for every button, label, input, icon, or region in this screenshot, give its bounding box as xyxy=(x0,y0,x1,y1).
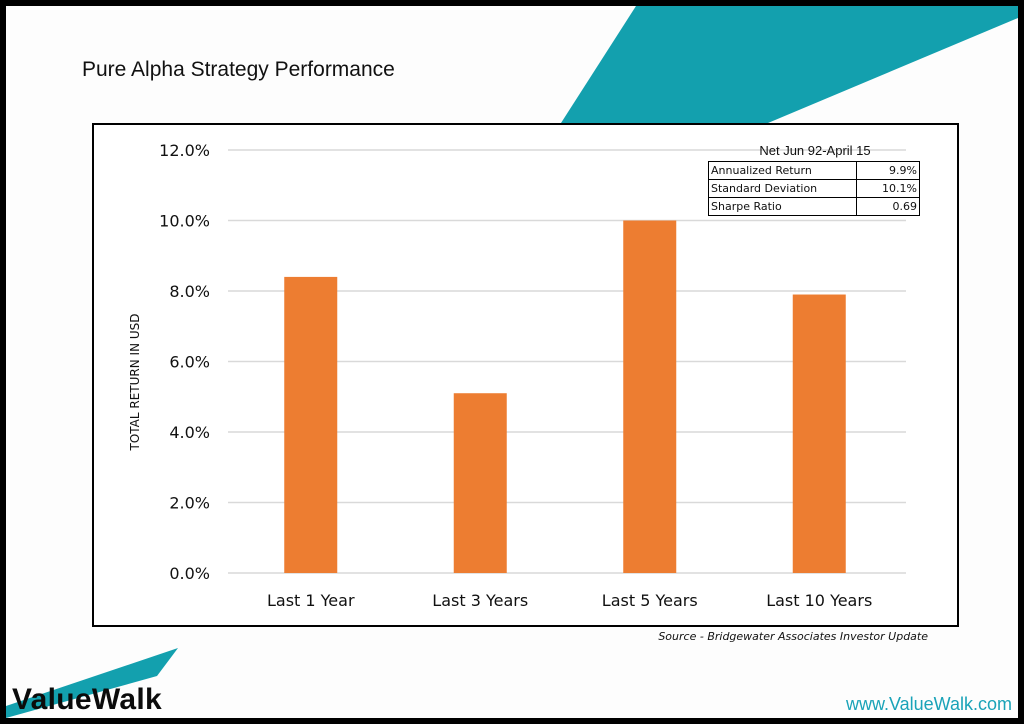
y-tick-label: 4.0% xyxy=(169,423,210,442)
bar xyxy=(792,294,846,573)
y-tick-label: 8.0% xyxy=(169,282,210,301)
bar xyxy=(623,220,677,573)
stat-value: 10.1% xyxy=(856,179,920,198)
stats-table: Annualized Return 9.9% Standard Deviatio… xyxy=(708,161,920,216)
source-note: Source - Bridgewater Associates Investor… xyxy=(658,630,928,643)
bar xyxy=(284,276,338,573)
x-tick-label: Last 5 Years xyxy=(602,591,698,610)
table-row: Sharpe Ratio 0.69 xyxy=(708,197,920,216)
x-axis-tick-labels: Last 1 Year Last 3 Years Last 5 Years Last … xyxy=(267,591,872,610)
y-axis-label: TOTAL RETURN IN USD xyxy=(128,313,142,451)
table-row: Standard Deviation 10.1% xyxy=(708,179,920,198)
bars xyxy=(284,220,846,573)
teal-banner-top xyxy=(561,6,1018,123)
x-tick-label: Last 10 Years xyxy=(766,591,872,610)
x-tick-label: Last 3 Years xyxy=(432,591,528,610)
y-tick-label: 6.0% xyxy=(169,353,210,372)
table-row: Annualized Return 9.9% xyxy=(708,161,920,180)
stat-label: Annualized Return xyxy=(708,161,857,180)
teal-triangle-bottom xyxy=(6,648,178,718)
stats-title: Net Jun 92-April 15 xyxy=(759,143,871,158)
stat-value: 9.9% xyxy=(856,161,920,180)
stat-label: Standard Deviation xyxy=(708,179,857,198)
y-tick-label: 12.0% xyxy=(159,141,210,160)
bar xyxy=(453,393,507,573)
stat-label: Sharpe Ratio xyxy=(708,197,857,216)
brand-logo-text: ValueWalk xyxy=(12,683,162,716)
y-tick-label: 10.0% xyxy=(159,212,210,231)
y-tick-label: 0.0% xyxy=(169,564,210,583)
y-axis-tick-labels: 0.0% 2.0% 4.0% 6.0% 8.0% 10.0% 12.0% xyxy=(159,141,210,583)
site-url: www.ValueWalk.com xyxy=(845,694,1012,714)
stat-value: 0.69 xyxy=(856,197,920,216)
x-tick-label: Last 1 Year xyxy=(267,591,355,610)
stats-summary: Net Jun 92-April 15 Annualized Return 9.… xyxy=(708,143,922,216)
page-title: Pure Alpha Strategy Performance xyxy=(82,58,395,81)
y-tick-label: 2.0% xyxy=(169,494,210,513)
